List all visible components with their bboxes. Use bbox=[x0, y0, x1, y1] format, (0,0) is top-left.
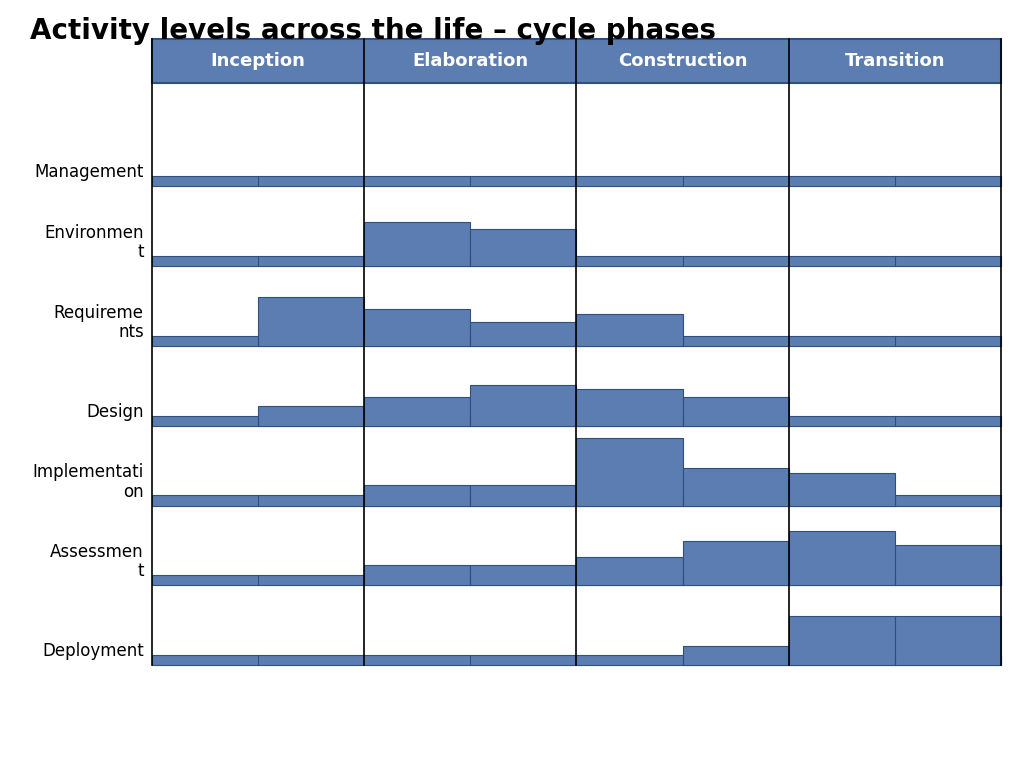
Bar bbox=[788, 473, 895, 505]
Bar bbox=[683, 647, 788, 665]
Bar bbox=[365, 309, 470, 346]
Text: Implementati
on: Implementati on bbox=[33, 463, 143, 501]
Bar bbox=[152, 336, 1001, 346]
Bar bbox=[577, 557, 683, 585]
Bar bbox=[895, 617, 1001, 665]
Bar bbox=[258, 406, 365, 426]
Bar bbox=[152, 256, 1001, 266]
Bar bbox=[152, 39, 1001, 83]
Bar bbox=[152, 415, 1001, 426]
Bar bbox=[470, 229, 577, 266]
Bar bbox=[788, 531, 895, 585]
Text: Activity levels across the life – cycle phases: Activity levels across the life – cycle … bbox=[30, 17, 716, 45]
Text: Requireme
nts: Requireme nts bbox=[53, 303, 143, 341]
Text: Transition: Transition bbox=[845, 51, 945, 70]
Text: Inception: Inception bbox=[211, 51, 305, 70]
Bar bbox=[577, 313, 683, 346]
Bar bbox=[152, 655, 1001, 665]
Bar bbox=[683, 468, 788, 505]
Bar bbox=[577, 438, 683, 505]
Bar bbox=[683, 397, 788, 426]
Bar bbox=[577, 389, 683, 426]
Bar bbox=[895, 545, 1001, 585]
Text: Management: Management bbox=[35, 164, 143, 181]
Bar bbox=[152, 575, 1001, 585]
Bar bbox=[788, 617, 895, 665]
Text: Assessmen
t: Assessmen t bbox=[50, 543, 143, 581]
Text: Design: Design bbox=[86, 402, 143, 421]
Bar bbox=[365, 397, 470, 426]
Text: Environmen
t: Environmen t bbox=[44, 223, 143, 261]
Bar bbox=[470, 565, 577, 585]
Bar bbox=[152, 495, 1001, 505]
Bar bbox=[365, 222, 470, 266]
Bar bbox=[470, 485, 577, 505]
Bar bbox=[152, 176, 1001, 187]
Text: Construction: Construction bbox=[617, 51, 748, 70]
Bar bbox=[683, 541, 788, 585]
Text: Deployment: Deployment bbox=[42, 642, 143, 660]
Text: Elaboration: Elaboration bbox=[413, 51, 528, 70]
Bar bbox=[470, 323, 577, 346]
Bar bbox=[365, 485, 470, 505]
Bar bbox=[365, 565, 470, 585]
Bar bbox=[258, 297, 365, 346]
Bar bbox=[470, 386, 577, 426]
